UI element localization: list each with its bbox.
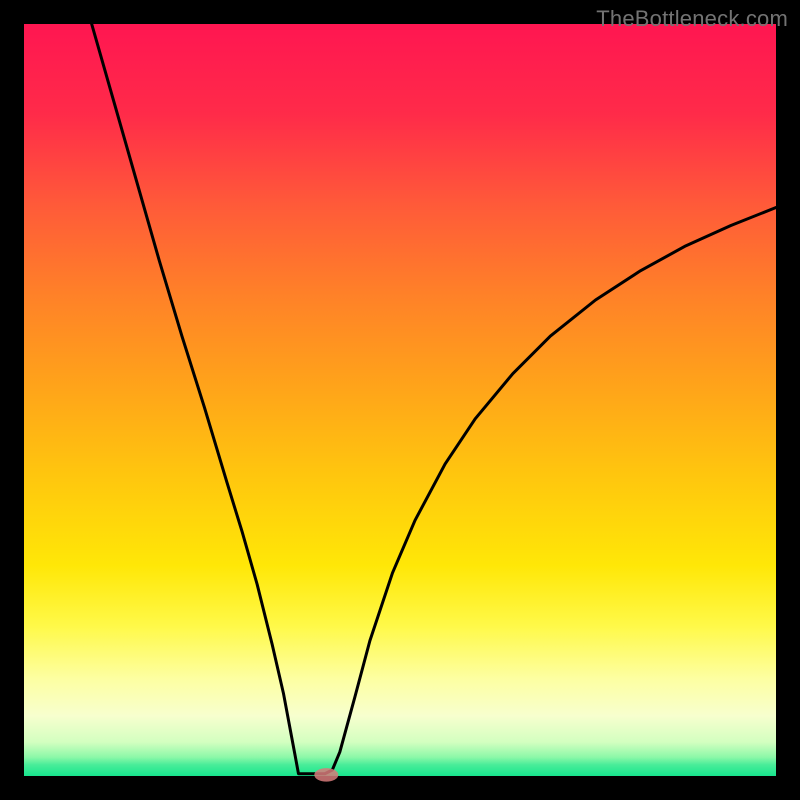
chart-container: TheBottleneck.com	[0, 0, 800, 800]
bottleneck-chart-svg	[0, 0, 800, 800]
chart-plot-wrap	[0, 0, 800, 800]
watermark-text: TheBottleneck.com	[596, 6, 788, 32]
valley-marker	[314, 768, 338, 782]
